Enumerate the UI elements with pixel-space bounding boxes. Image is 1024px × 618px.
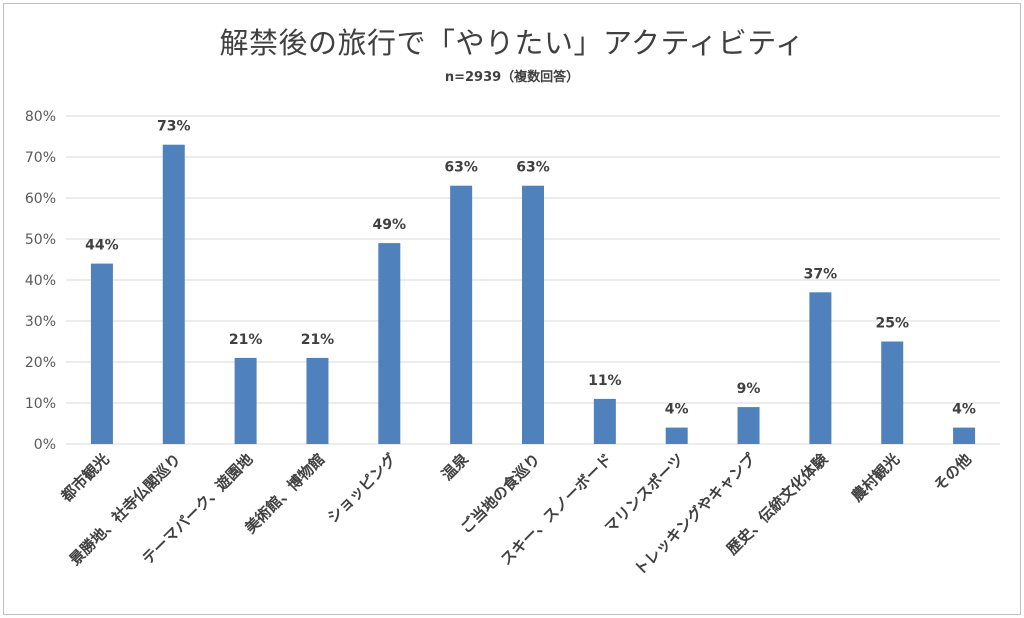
data-labels: 44% 73% 21% 21% 49% 63% 63% 11% 4% 9% 37% 25% 4%	[85, 119, 976, 418]
y-tick-label: 60%	[25, 191, 56, 207]
chart-subtitle: n=2939（複数回答）	[444, 70, 580, 85]
y-tick-label: 50%	[25, 232, 56, 248]
y-tick-label: 70%	[25, 150, 56, 166]
bar	[234, 357, 257, 444]
y-axis: 0% 10% 20% 30% 40% 50% 60% 70% 80%	[25, 109, 56, 453]
data-label: 4%	[665, 402, 689, 418]
bar	[881, 341, 904, 444]
data-label: 25%	[875, 316, 909, 332]
bar	[593, 398, 616, 444]
bar	[737, 407, 760, 444]
x-tick-label: トレッキングやキャンプ	[631, 449, 760, 578]
data-label: 37%	[804, 266, 838, 282]
bar	[450, 185, 473, 444]
x-tick-label: ショッピング	[324, 450, 400, 526]
data-label: 63%	[516, 160, 550, 176]
data-label: 9%	[737, 381, 761, 397]
bar	[809, 292, 832, 444]
bar	[306, 357, 329, 444]
bar	[953, 427, 976, 444]
x-tick-label: 都市観光	[57, 450, 113, 506]
bar	[162, 144, 185, 444]
bar	[90, 263, 113, 444]
chart-title: 解禁後の旅行で「やりたい」アクティビティ	[219, 26, 805, 60]
x-tick-label: 農村観光	[848, 450, 903, 505]
bar	[665, 427, 688, 444]
y-tick-label: 0%	[34, 437, 56, 453]
data-label: 49%	[373, 217, 407, 233]
y-tick-label: 10%	[25, 396, 56, 412]
data-label: 21%	[229, 332, 263, 348]
bars	[90, 144, 976, 444]
data-label: 11%	[588, 373, 622, 389]
data-label: 73%	[157, 119, 191, 135]
y-tick-label: 80%	[25, 109, 56, 125]
y-tick-label: 30%	[25, 314, 56, 330]
data-label: 63%	[444, 160, 478, 176]
x-tick-label: その他	[930, 450, 975, 495]
data-label: 44%	[85, 238, 119, 254]
y-tick-label: 40%	[25, 273, 56, 289]
data-label: 4%	[952, 402, 976, 418]
y-tick-label: 20%	[25, 355, 56, 371]
bar	[522, 185, 544, 444]
x-tick-label: 温泉	[438, 449, 473, 484]
bar	[378, 243, 401, 444]
data-label: 21%	[301, 332, 335, 348]
